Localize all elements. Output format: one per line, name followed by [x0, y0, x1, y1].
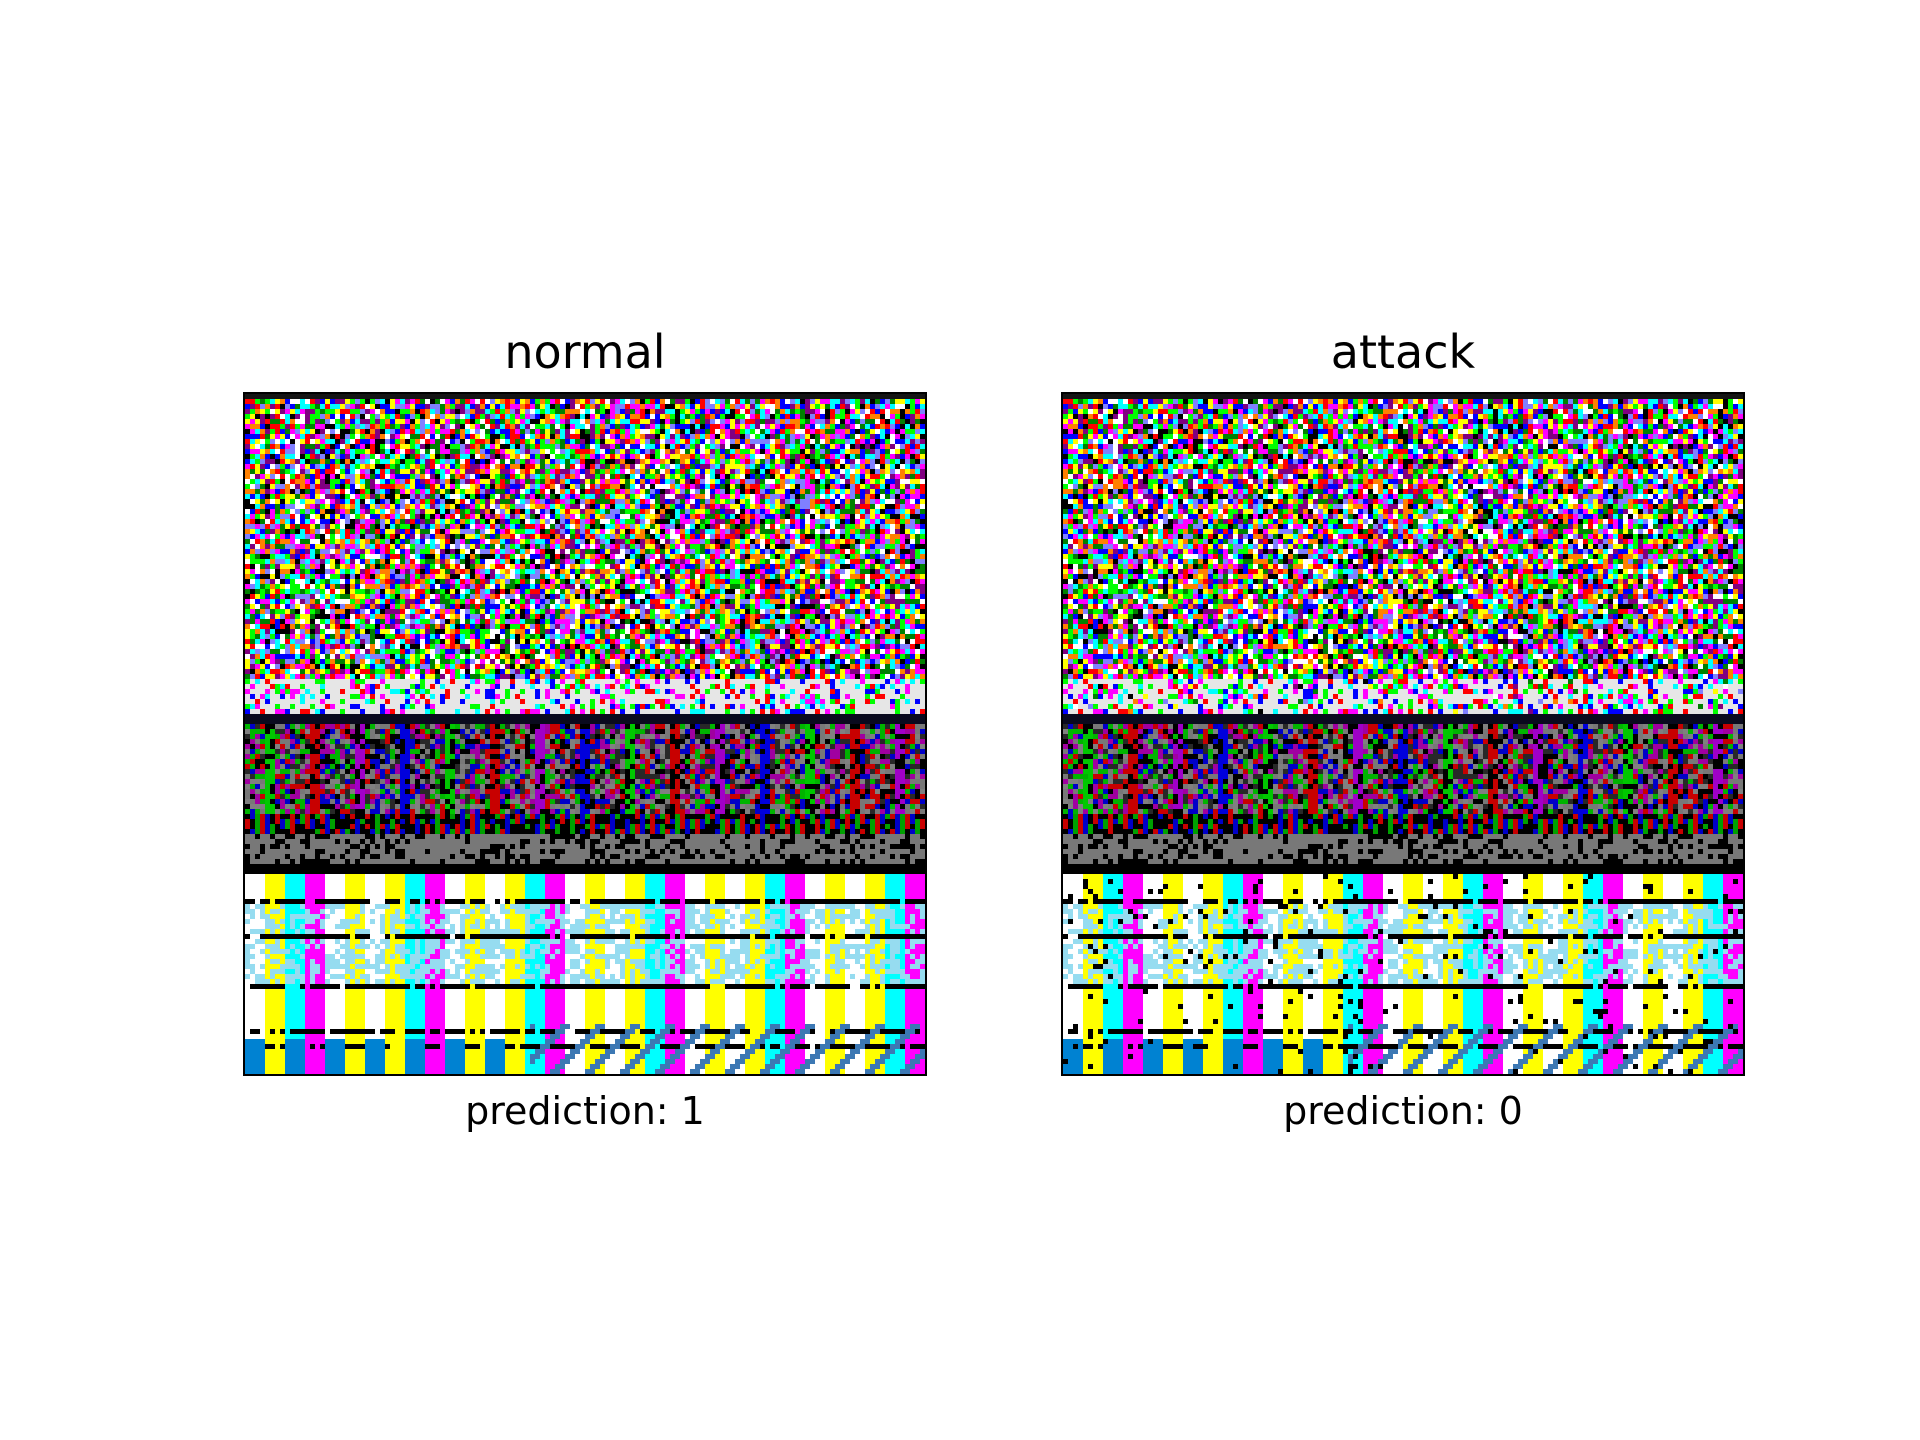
pixel-image-normal	[245, 394, 925, 1074]
prediction-label-attack: prediction: 0	[1061, 1086, 1745, 1136]
image-axes-attack	[1061, 392, 1745, 1076]
pixel-image-attack	[1063, 394, 1743, 1074]
prediction-label-normal: prediction: 1	[243, 1086, 927, 1136]
panel-title-normal: normal	[243, 322, 927, 382]
image-axes-normal	[243, 392, 927, 1076]
panel-title-attack: attack	[1061, 322, 1745, 382]
